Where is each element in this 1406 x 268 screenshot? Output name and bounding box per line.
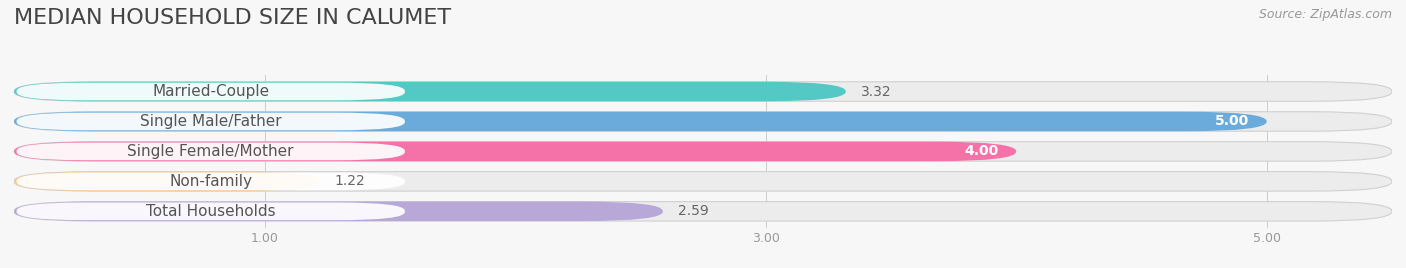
FancyBboxPatch shape: [14, 112, 1392, 131]
Text: 5.00: 5.00: [1215, 114, 1249, 128]
FancyBboxPatch shape: [14, 112, 1267, 131]
FancyBboxPatch shape: [14, 82, 1392, 101]
FancyBboxPatch shape: [14, 172, 1392, 191]
Text: Total Households: Total Households: [146, 204, 276, 219]
Text: Single Male/Father: Single Male/Father: [141, 114, 281, 129]
FancyBboxPatch shape: [14, 202, 1392, 221]
Text: 3.32: 3.32: [860, 84, 891, 99]
FancyBboxPatch shape: [14, 172, 319, 191]
Text: 4.00: 4.00: [965, 144, 998, 158]
FancyBboxPatch shape: [14, 202, 662, 221]
FancyBboxPatch shape: [17, 143, 405, 160]
FancyBboxPatch shape: [17, 113, 405, 130]
Text: Single Female/Mother: Single Female/Mother: [128, 144, 294, 159]
FancyBboxPatch shape: [17, 203, 405, 220]
Text: Non-family: Non-family: [169, 174, 252, 189]
Text: 1.22: 1.22: [335, 174, 366, 188]
Text: MEDIAN HOUSEHOLD SIZE IN CALUMET: MEDIAN HOUSEHOLD SIZE IN CALUMET: [14, 8, 451, 28]
FancyBboxPatch shape: [14, 142, 1017, 161]
FancyBboxPatch shape: [17, 83, 405, 100]
FancyBboxPatch shape: [14, 82, 846, 101]
Text: 2.59: 2.59: [678, 204, 709, 218]
Text: Married-Couple: Married-Couple: [152, 84, 270, 99]
FancyBboxPatch shape: [14, 142, 1392, 161]
Text: Source: ZipAtlas.com: Source: ZipAtlas.com: [1258, 8, 1392, 21]
FancyBboxPatch shape: [17, 173, 405, 190]
